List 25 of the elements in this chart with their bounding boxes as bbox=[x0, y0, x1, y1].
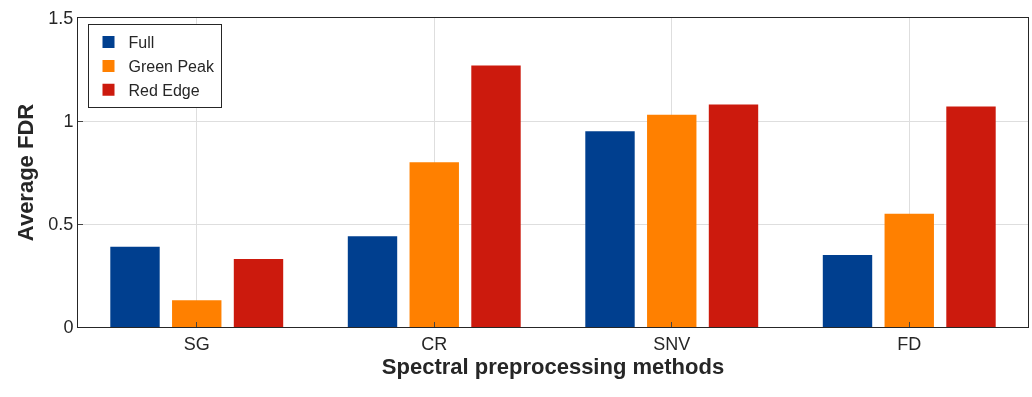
x-tick-label: FD bbox=[897, 333, 922, 354]
y-axis-title: Average FDR bbox=[13, 103, 39, 242]
legend-label: Red Edge bbox=[128, 81, 200, 99]
y-tick-label: 1 bbox=[63, 111, 74, 132]
x-tick-label: CR bbox=[421, 333, 448, 354]
x-tick-label: SNV bbox=[653, 333, 691, 354]
x-tick-label: SG bbox=[183, 333, 210, 354]
y-tick-label: 0.5 bbox=[48, 214, 74, 235]
y-tick-label: 1.5 bbox=[48, 8, 74, 29]
y-tick-label: 0 bbox=[63, 317, 74, 338]
bar bbox=[822, 254, 873, 327]
x-axis-title: Spectral preprocessing methods bbox=[381, 353, 725, 379]
legend-label: Full bbox=[128, 34, 155, 52]
bar bbox=[409, 162, 459, 327]
bar bbox=[708, 104, 759, 327]
bar bbox=[172, 300, 222, 327]
bar bbox=[347, 236, 398, 327]
bar bbox=[647, 114, 697, 327]
bar bbox=[946, 106, 996, 327]
bar bbox=[585, 131, 635, 327]
bar bbox=[884, 213, 934, 327]
bar bbox=[471, 65, 521, 327]
legend-label: Green Peak bbox=[128, 58, 215, 76]
bar bbox=[110, 246, 160, 327]
bar bbox=[233, 259, 284, 327]
